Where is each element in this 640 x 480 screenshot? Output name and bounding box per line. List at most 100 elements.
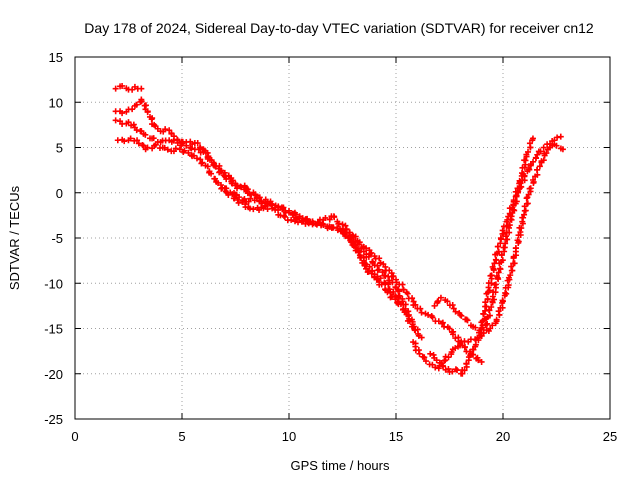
data-point-trace (522, 157, 529, 164)
data-point (127, 135, 134, 142)
data-point-trace (526, 140, 533, 147)
data-point-trace (262, 202, 269, 209)
data-point-trace (357, 254, 364, 261)
data-point-trace (464, 317, 471, 324)
data-point (185, 149, 192, 156)
data-point (553, 142, 560, 149)
data-point-trace (190, 152, 197, 159)
x-tick-label: 5 (178, 429, 185, 444)
data-point-trace (488, 272, 495, 279)
data-point (478, 325, 485, 332)
data-point-trace (161, 144, 168, 151)
x-tick-label: 20 (496, 429, 510, 444)
data-point-trace (525, 166, 532, 173)
data-point-trace (130, 121, 137, 128)
data-point-trace (481, 316, 488, 323)
data-point-trace (511, 260, 518, 267)
data-point-trace (195, 146, 202, 153)
data-point-trace (252, 191, 259, 198)
data-point (525, 191, 532, 198)
data-point (264, 206, 271, 213)
data-point-trace (356, 239, 363, 246)
data-point-trace (144, 109, 151, 116)
data-point-trace (320, 221, 327, 228)
y-tick-label: -25 (44, 412, 63, 427)
data-point-trace (229, 180, 236, 187)
x-tick-labels: 0 5 10 15 20 25 (71, 429, 617, 444)
data-point (176, 146, 183, 153)
data-point-trace (212, 175, 219, 182)
x-tick-label: 25 (603, 429, 617, 444)
data-point-trace (530, 158, 537, 165)
data-point-trace (498, 251, 505, 258)
data-point-trace (202, 149, 209, 156)
data-point-trace (438, 360, 445, 367)
data-point-trace (540, 157, 547, 164)
data-point-trace (525, 148, 532, 155)
data-point-trace (445, 365, 452, 372)
data-point-trace (500, 230, 507, 237)
data-point-trace (204, 163, 211, 170)
data-point-trace (452, 308, 459, 315)
data-point-trace (133, 101, 140, 108)
data-point (427, 350, 434, 357)
data-point (491, 260, 498, 267)
data-point-trace (208, 170, 215, 177)
x-tick-label: 10 (282, 429, 296, 444)
data-point-trace (496, 311, 503, 318)
data-point-trace (377, 275, 384, 282)
data-point (395, 300, 402, 307)
y-tick-label: 5 (56, 141, 63, 156)
data-point-trace (458, 312, 465, 319)
data-point (410, 323, 417, 330)
data-point-trace (397, 301, 404, 308)
y-tick-label: -15 (44, 322, 63, 337)
data-point-trace (376, 255, 383, 262)
data-point-trace (170, 137, 177, 144)
y-tick-label: -5 (51, 231, 63, 246)
data-point-trace (454, 367, 461, 374)
data-point (119, 82, 126, 89)
data-point-trace (461, 367, 468, 374)
data-point-trace (486, 312, 493, 319)
data-point (286, 209, 292, 216)
data-point-trace (231, 195, 238, 202)
y-tick-label: 10 (49, 95, 63, 110)
data-point-trace (486, 287, 493, 294)
data-point-trace (181, 147, 188, 154)
data-point-trace (463, 360, 470, 367)
data-point-trace (508, 263, 515, 270)
data-point-trace (492, 281, 499, 288)
data-point-trace (227, 175, 234, 182)
x-axis-title: GPS time / hours (291, 458, 390, 473)
data-point-trace (366, 263, 373, 270)
data-point (418, 334, 425, 341)
data-point-trace (418, 309, 425, 316)
data-point-trace (417, 305, 424, 312)
data-point-trace (502, 289, 509, 296)
data-point (112, 85, 119, 92)
data-point-trace (456, 342, 463, 349)
data-point-trace (348, 238, 355, 245)
data-point-trace (412, 301, 419, 308)
data-point-trace (199, 159, 206, 166)
data-point-trace (493, 273, 500, 280)
data-point (288, 216, 295, 223)
data-point-trace (479, 324, 486, 331)
data-point-trace (315, 219, 322, 226)
data-point-trace (352, 233, 359, 240)
data-point-trace (365, 268, 372, 275)
data-point-trace (162, 126, 169, 133)
data-point-trace (238, 184, 245, 191)
data-point-trace (187, 144, 194, 151)
data-point-trace (388, 293, 395, 300)
data-point-trace (281, 212, 288, 219)
chart-title: Day 178 of 2024, Sidereal Day-to-day VTE… (84, 20, 594, 36)
data-point-trace (499, 227, 506, 234)
data-point-trace (512, 245, 519, 252)
data-point-trace (244, 190, 251, 197)
data-point (119, 110, 126, 117)
data-point-trace (363, 245, 370, 252)
data-point-trace (534, 166, 541, 173)
